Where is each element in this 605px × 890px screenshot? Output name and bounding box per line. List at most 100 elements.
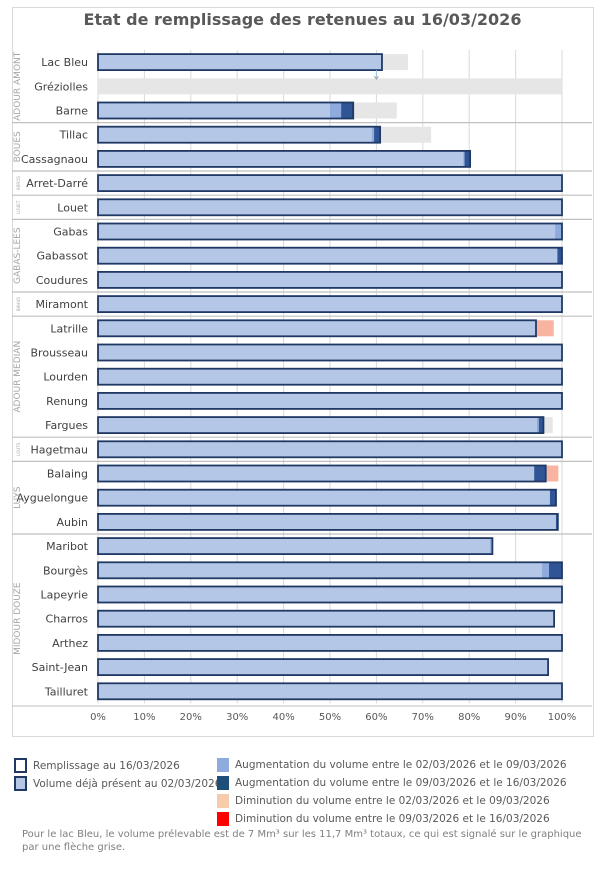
- bar-outline: [97, 270, 563, 289]
- bar-segment: [98, 634, 562, 651]
- category-label: Tailluret: [44, 685, 89, 698]
- x-tick-label: 70%: [412, 712, 434, 723]
- category-label: Gabassot: [37, 250, 89, 263]
- bar-segment: [98, 368, 562, 385]
- bar-outline: [97, 295, 563, 314]
- category-label: Gabas: [53, 226, 88, 239]
- category-label: Latrille: [50, 322, 88, 335]
- x-tick-label: 0%: [90, 712, 106, 723]
- x-tick-label: 90%: [504, 712, 526, 723]
- bar-outline: [97, 367, 563, 386]
- group-label: MIDOUR DOUZE: [13, 582, 23, 655]
- bar-segment: [98, 392, 562, 409]
- bar-segment: [98, 417, 537, 434]
- category-label: Balaing: [47, 468, 88, 481]
- plot-area: 0% 10% 20% 30% 40% 50% 60% 70% 80% 90% 100% Lac Ble…: [12, 50, 592, 723]
- bar-segment: [371, 126, 375, 143]
- bar-segment: [98, 513, 556, 530]
- bar-outline: [97, 682, 563, 701]
- category-label: Louet: [57, 201, 88, 214]
- legend-label: Volume déjà présent au 02/03/2026: [33, 777, 222, 790]
- category-label: Miramont: [35, 298, 88, 311]
- legend-label: Augmentation du volume entre le 02/03/20…: [235, 759, 567, 771]
- category-label: Charros: [46, 613, 89, 626]
- bar-segment: [98, 465, 535, 482]
- group-label: LUYS: [13, 486, 23, 509]
- bar-segment: [464, 150, 471, 167]
- legend-dim1: Diminution du volume entre le 02/03/2026…: [217, 794, 550, 808]
- bar-segment: [98, 296, 562, 313]
- bar-segment: [98, 247, 558, 264]
- bar-segment: [98, 489, 550, 506]
- group-label: ADOUR MEDIAN: [13, 341, 23, 413]
- x-tick-label: 10%: [133, 712, 155, 723]
- bar-outline: [97, 440, 563, 459]
- bar-segment-previous: [98, 78, 562, 95]
- legend-swatch-aug1: [217, 758, 229, 772]
- category-label: Lapeyrie: [41, 589, 89, 602]
- bar-outline: [97, 585, 563, 604]
- bar-outline: [97, 391, 563, 410]
- bar-outline: [97, 149, 472, 168]
- bar-segment: [98, 102, 330, 119]
- bar-segment: [98, 538, 491, 555]
- legend-label: Diminution du volume entre le 09/03/2026…: [235, 813, 550, 825]
- x-tick-label: 50%: [319, 712, 341, 723]
- group-label: ARROS: [16, 176, 21, 190]
- bar-segment: [98, 175, 562, 192]
- bar-outline: [97, 561, 563, 580]
- bar-outline: [97, 658, 549, 676]
- bar-outline: [97, 513, 559, 531]
- legend-fill: Remplissage au 16/03/2026: [14, 758, 180, 773]
- bar-outline: [97, 246, 563, 265]
- arrow-head-icon: [373, 75, 379, 81]
- x-tick-label: 80%: [458, 712, 480, 723]
- bar-outline: [97, 488, 557, 507]
- bar-segment: [534, 465, 546, 482]
- x-tick-label: 40%: [272, 712, 294, 723]
- bar-segment: [98, 441, 562, 458]
- group-label: BOUES: [13, 131, 23, 162]
- bar-segment: [557, 247, 562, 264]
- bar-segment: [555, 513, 558, 530]
- bar-segment: [98, 223, 556, 240]
- bar-segment: [542, 562, 550, 579]
- bar-segment: [98, 610, 555, 627]
- group-label: LOUET: [16, 200, 21, 214]
- legend-swatch-present: [14, 776, 27, 791]
- x-tick-label: 30%: [226, 712, 248, 723]
- legend-aug1: Augmentation du volume entre le 02/03/20…: [217, 758, 567, 772]
- legend-swatch-outline: [14, 758, 27, 773]
- bar-outline: [97, 343, 563, 362]
- footnote: Pour le lac Bleu, le volume prélevable e…: [22, 829, 582, 853]
- bar-outline: [97, 222, 563, 241]
- bar-segment: [98, 126, 372, 143]
- bar-outline: [97, 53, 383, 71]
- category-label: Aubin: [56, 516, 88, 529]
- legend-label: Remplissage au 16/03/2026: [33, 759, 180, 772]
- bar-outline: [97, 125, 382, 144]
- bar-segment: [98, 320, 537, 337]
- x-tick-label: 100%: [548, 712, 577, 723]
- category-label: Tillac: [59, 129, 88, 142]
- category-label: Hagetmau: [30, 443, 88, 456]
- bar-segment: [490, 538, 493, 555]
- bar-outline: [97, 198, 563, 217]
- bar-segment-decrease: [537, 320, 554, 337]
- bar-segment: [536, 417, 539, 434]
- bar-outline: [97, 634, 563, 652]
- group-label: BAHUS: [16, 297, 21, 311]
- bar-segment: [98, 344, 562, 361]
- bar-segment: [98, 199, 562, 216]
- legend-swatch-aug2: [217, 776, 229, 790]
- bar-segment: [341, 102, 354, 119]
- bar-segment: [538, 417, 544, 434]
- bar-outline: [97, 101, 355, 120]
- legend-aug2: Augmentation du volume entre le 09/03/20…: [217, 776, 567, 790]
- category-label: Fargues: [45, 419, 88, 432]
- bar-segment: [98, 271, 562, 288]
- category-label: Lourden: [43, 371, 88, 384]
- bar-outline: [97, 416, 545, 435]
- category-label: Barne: [56, 105, 89, 118]
- category-label: Gréziolles: [34, 80, 88, 93]
